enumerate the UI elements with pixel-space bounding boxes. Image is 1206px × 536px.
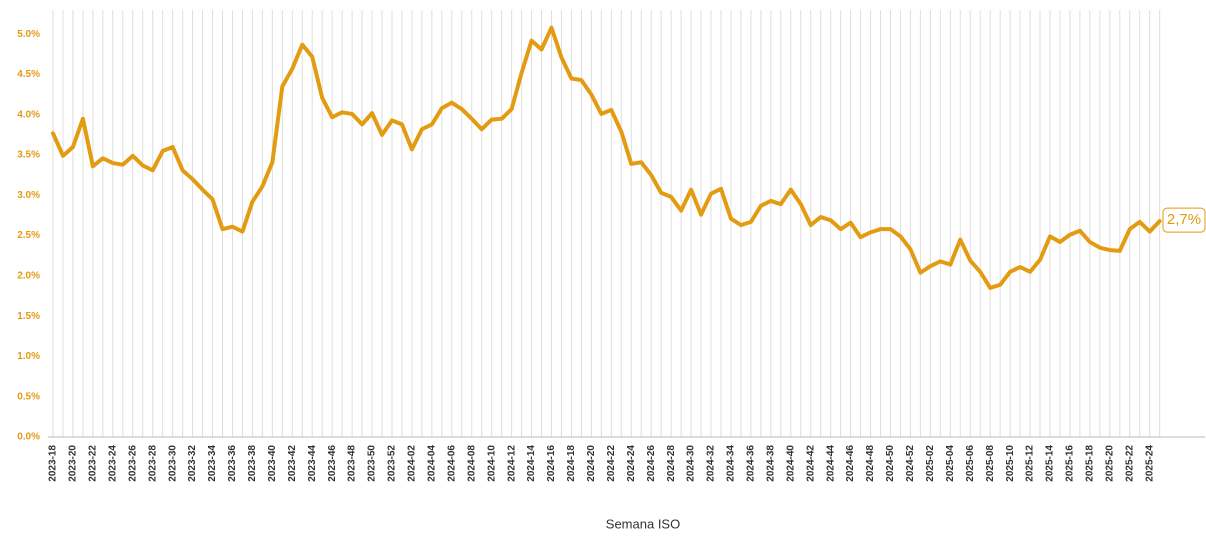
x-tick-label: 2024-20: [586, 445, 597, 482]
x-tick-label: 2025-06: [965, 445, 976, 482]
annotation: 2,7%: [1167, 211, 1201, 228]
x-tick-label: 2023-24: [107, 445, 118, 482]
y-tick-label: 4.5%: [17, 69, 40, 80]
x-tick-label: 2025-04: [945, 445, 956, 482]
x-tick-label: 2023-20: [68, 445, 79, 482]
x-tick-label: 2024-40: [785, 445, 796, 482]
x-tick-label: 2024-04: [427, 445, 438, 482]
y-tick-label: 1.0%: [17, 351, 40, 362]
x-tick-label: 2025-20: [1104, 445, 1115, 482]
grid: [52, 10, 1161, 437]
x-tick-label: 2023-34: [207, 445, 218, 482]
x-tick-label: 2025-10: [1005, 445, 1016, 482]
y-tick-label: 3.5%: [17, 150, 40, 161]
y-tick-label: 0.5%: [17, 391, 40, 402]
y-tick-label: 5.0%: [17, 29, 40, 40]
x-tick-label: 2025-22: [1124, 445, 1135, 482]
x-tick-label: 2024-38: [765, 445, 776, 482]
x-tick-label: 2024-06: [446, 445, 457, 482]
x-tick-label: 2025-18: [1085, 445, 1096, 482]
x-tick-label: 2024-26: [646, 445, 657, 482]
x-tick-label: 2024-12: [506, 445, 517, 482]
x-tick-label: 2024-32: [706, 445, 717, 482]
x-tick-label: 2023-28: [147, 445, 158, 482]
x-tick-label: 2024-18: [566, 445, 577, 482]
x-tick-label: 2023-42: [287, 445, 298, 482]
x-tick-label: 2024-46: [845, 445, 856, 482]
x-tick-label: 2025-14: [1045, 445, 1056, 482]
x-tick-label: 2023-18: [48, 445, 59, 482]
x-tick-label: 2024-50: [885, 445, 896, 482]
x-tick-label: 2025-02: [925, 445, 936, 482]
x-tick-label: 2023-40: [267, 445, 278, 482]
x-axis-title: Semana ISO: [606, 516, 680, 531]
y-tick-label: 4.0%: [17, 109, 40, 120]
x-tick-label: 2024-42: [805, 445, 816, 482]
x-tick-label: 2023-46: [327, 445, 338, 482]
x-tick-label: 2023-36: [227, 445, 238, 482]
x-tick-label: 2024-02: [407, 445, 418, 482]
annotation-box: [1162, 207, 1206, 233]
y-tick-label: 0.0%: [17, 432, 40, 443]
x-tick-label: 2024-22: [606, 445, 617, 482]
line: [51, 25, 1162, 290]
x-tick-label: 2023-38: [247, 445, 258, 482]
x-tick-label: 2024-08: [466, 445, 477, 482]
x-tick-label: 2025-12: [1025, 445, 1036, 482]
y-tick-label: 3.0%: [17, 190, 40, 201]
y-tick-label: 2.5%: [17, 230, 40, 241]
x-tick-label: 2024-24: [626, 445, 637, 482]
x-tick-label: 2024-52: [905, 445, 916, 482]
x-tick-label: 2024-34: [726, 445, 737, 482]
x-tick-label: 2025-24: [1144, 445, 1155, 482]
x-tick-label: 2023-22: [88, 445, 99, 482]
x-tick-label: 2025-08: [985, 445, 996, 482]
x-tick-label: 2023-32: [187, 445, 198, 482]
x-tick-label: 2023-30: [167, 445, 178, 482]
x-tick-label: 2023-44: [307, 445, 318, 482]
x-tick-label: 2024-44: [825, 445, 836, 482]
x-tick-label: 2024-28: [666, 445, 677, 482]
x-tick-label: 2025-16: [1065, 445, 1076, 482]
y-tick-label: 2.0%: [17, 271, 40, 282]
x-tick-label: 2023-26: [127, 445, 138, 482]
x-tick-label: 2024-16: [546, 445, 557, 482]
x-tick-label: 2024-36: [746, 445, 757, 482]
x-tick-label: 2023-52: [387, 445, 398, 482]
x-tick-label: 2023-50: [367, 445, 378, 482]
x-tick-label: 2024-10: [486, 445, 497, 482]
y-tick-label: 1.5%: [17, 311, 40, 322]
x-tick-label: 2024-48: [865, 445, 876, 482]
x-tick-label: 2024-30: [686, 445, 697, 482]
x-tick-label: 2023-48: [347, 445, 358, 482]
x-tick-label: 2024-14: [526, 445, 537, 482]
